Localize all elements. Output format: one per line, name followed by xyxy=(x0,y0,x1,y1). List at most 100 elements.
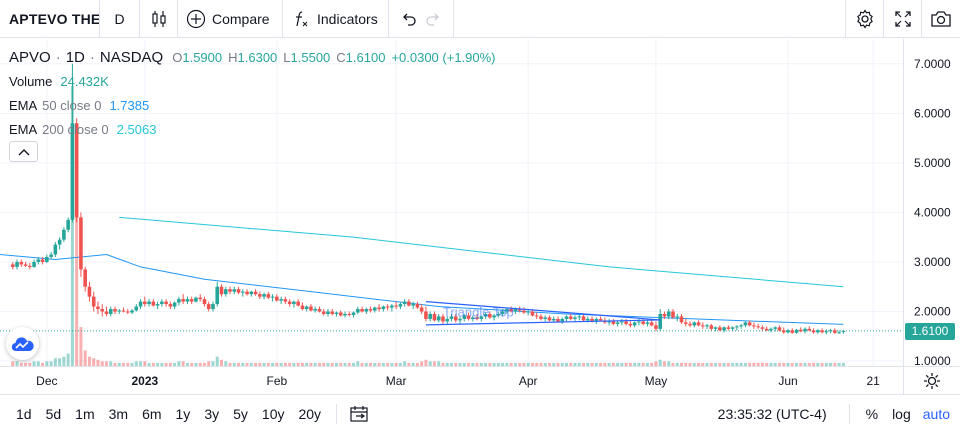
volume-bar xyxy=(113,362,117,366)
volume-bar xyxy=(671,362,675,366)
triangle-lower-line xyxy=(425,319,661,326)
auto-toggle[interactable]: auto xyxy=(922,406,950,422)
volume-bar xyxy=(271,362,275,366)
redo-icon[interactable] xyxy=(424,10,442,28)
price-chart[interactable]: Triangle Top xyxy=(0,39,903,366)
chart-type-button[interactable] xyxy=(140,0,178,37)
volume-bar xyxy=(339,362,343,366)
legend-close-label: C xyxy=(336,49,346,65)
candle-body xyxy=(177,299,181,303)
volume-bar xyxy=(799,362,803,366)
log-toggle[interactable]: log xyxy=(892,406,911,422)
candle-body xyxy=(526,311,530,313)
volume-bar xyxy=(117,362,121,366)
candle-body xyxy=(394,305,398,307)
legend-collapse-button[interactable] xyxy=(9,141,38,162)
volume-bar xyxy=(190,362,194,366)
candle-body xyxy=(155,304,160,306)
volume-bar xyxy=(245,362,249,366)
volume-bar xyxy=(122,362,126,366)
volume-bar xyxy=(731,362,735,366)
volume-bar xyxy=(211,361,215,366)
volume-bar xyxy=(347,362,351,366)
range-button-3m[interactable]: 3m xyxy=(108,406,129,422)
candle-body xyxy=(398,304,403,307)
candle-body xyxy=(662,313,667,317)
volume-bar xyxy=(215,356,219,366)
price-tick-label: 4.0000 xyxy=(914,205,951,219)
candle-body xyxy=(624,321,628,324)
date-range-icon[interactable] xyxy=(349,405,369,423)
candle-body xyxy=(74,123,79,218)
cloud-logo-icon xyxy=(11,336,35,352)
volume-bar xyxy=(633,362,637,366)
volume-bar xyxy=(539,362,543,366)
candle-body xyxy=(347,313,352,315)
candle-body xyxy=(28,265,32,267)
volume-bar xyxy=(496,362,500,366)
volume-bar xyxy=(19,362,23,366)
range-button-6m[interactable]: 6m xyxy=(142,406,162,422)
volume-bar xyxy=(769,362,773,366)
candle-body xyxy=(79,217,83,270)
volume-bar xyxy=(837,362,841,366)
axis-settings-button[interactable] xyxy=(903,366,960,394)
volume-bar xyxy=(241,362,245,366)
volume-bar xyxy=(722,362,726,366)
indicators-button[interactable]: Indicators xyxy=(283,0,389,37)
candle-body xyxy=(100,309,105,312)
gear-icon xyxy=(854,8,876,30)
fullscreen-button[interactable] xyxy=(884,0,922,37)
percent-toggle[interactable]: % xyxy=(865,406,879,422)
volume-bar xyxy=(139,361,143,366)
volume-bar xyxy=(407,362,411,366)
candle-body xyxy=(36,259,41,262)
volume-bar xyxy=(620,362,624,366)
volume-bar xyxy=(381,362,385,366)
range-button-1y[interactable]: 1y xyxy=(175,406,191,422)
volume-bar xyxy=(824,362,828,366)
snapshot-button[interactable] xyxy=(922,0,960,37)
candle-body xyxy=(773,327,778,329)
volume-bar xyxy=(198,362,202,366)
volume-bar xyxy=(458,362,462,366)
range-button-5y[interactable]: 5y xyxy=(233,406,248,422)
candle-body xyxy=(615,322,620,324)
tradingview-logo[interactable] xyxy=(6,327,39,360)
candlestick-icon xyxy=(150,10,168,28)
range-button-1m[interactable]: 1m xyxy=(75,406,95,422)
range-button-1d[interactable]: 1d xyxy=(16,406,32,422)
symbol-search[interactable]: APTEVO THE xyxy=(0,0,100,37)
range-button-10y[interactable]: 10y xyxy=(261,406,285,422)
candle-body xyxy=(654,325,658,329)
volume-bar xyxy=(28,362,32,366)
interval-button[interactable]: D xyxy=(100,0,140,37)
volume-bar xyxy=(462,362,466,366)
range-button-5d[interactable]: 5d xyxy=(45,406,62,422)
range-button-3y[interactable]: 3y xyxy=(204,406,220,422)
candle-body xyxy=(49,254,53,257)
candle-body xyxy=(419,307,424,312)
volume-bar xyxy=(675,362,679,366)
candle-body xyxy=(232,289,237,292)
clock-display[interactable]: 23:35:32 (UTC-4) xyxy=(717,406,827,422)
volume-bar xyxy=(330,362,334,366)
candle-body xyxy=(125,311,130,313)
volume-bar xyxy=(305,362,309,366)
candle-body xyxy=(309,306,313,311)
volume-bar xyxy=(104,361,108,366)
settings-button[interactable] xyxy=(846,0,884,37)
time-axis[interactable]: Dec 2023 Feb Mar Apr May Jun 21 xyxy=(0,366,903,394)
candle-body xyxy=(709,325,714,329)
range-button-20y[interactable]: 20y xyxy=(298,406,322,422)
compare-button[interactable]: Compare xyxy=(178,0,283,37)
candle-body xyxy=(713,327,718,329)
volume-bar xyxy=(313,362,317,366)
price-axis[interactable]: 7.0000 6.0000 5.0000 4.0000 3.0000 2.0000 1.00… xyxy=(903,39,960,368)
price-tick-label: 2.0000 xyxy=(914,305,951,319)
volume-bar xyxy=(603,362,607,366)
chart-pane[interactable]: Triangle Top xyxy=(0,39,903,366)
candle-body xyxy=(811,330,816,333)
undo-icon[interactable] xyxy=(400,10,418,28)
volume-bar xyxy=(432,361,436,366)
